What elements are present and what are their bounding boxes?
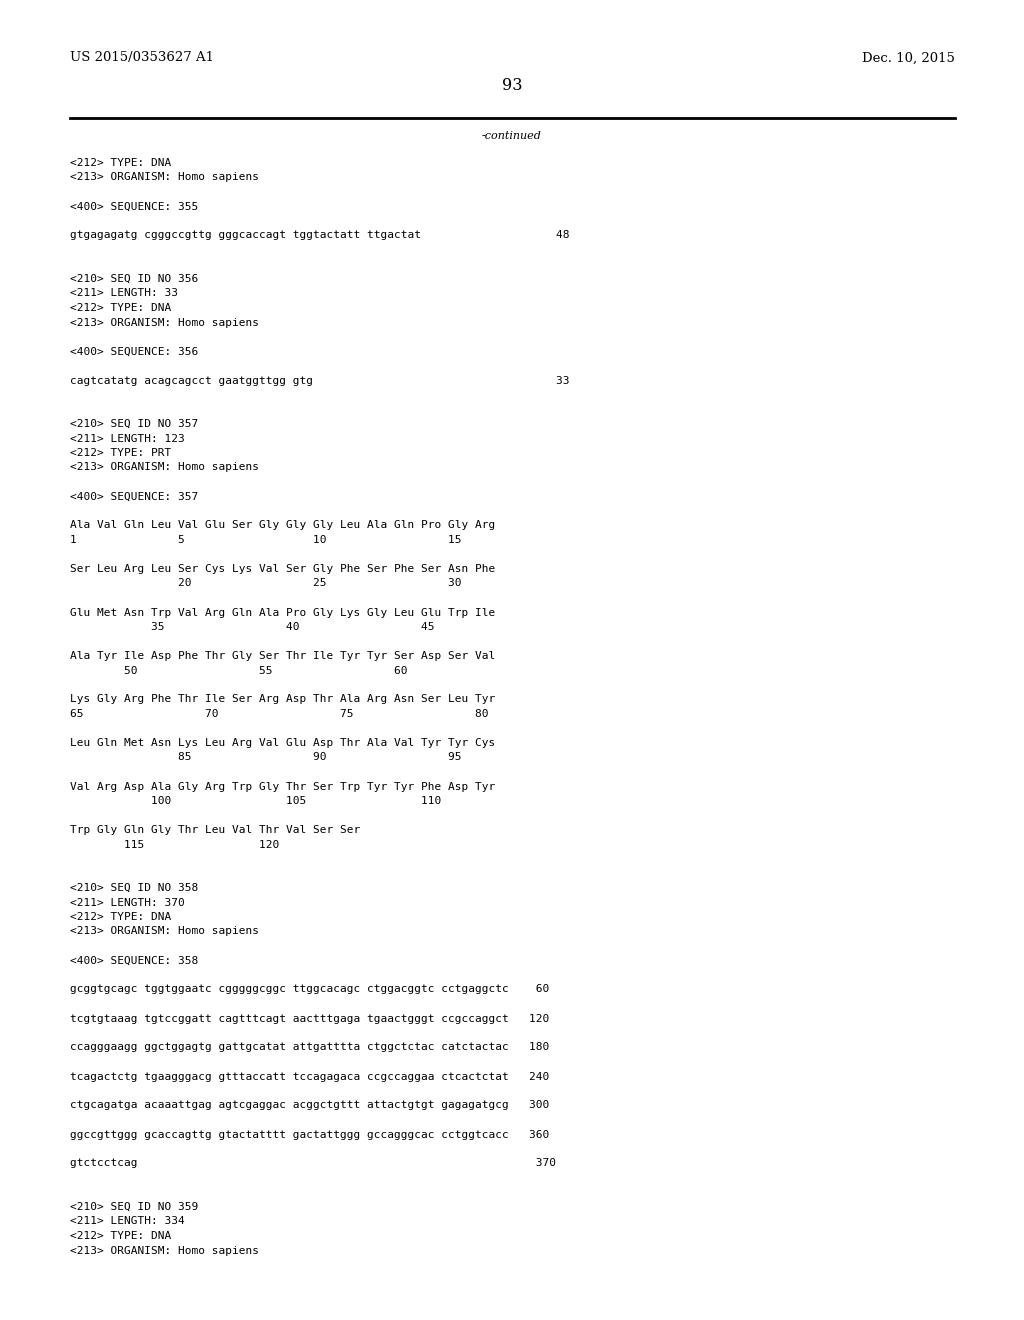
Text: <400> SEQUENCE: 356: <400> SEQUENCE: 356 xyxy=(70,346,199,356)
Text: 65                  70                  75                  80: 65 70 75 80 xyxy=(70,709,488,719)
Text: ccagggaagg ggctggagtg gattgcatat attgatttta ctggctctac catctactac   180: ccagggaagg ggctggagtg gattgcatat attgatt… xyxy=(70,1043,549,1052)
Text: <212> TYPE: DNA: <212> TYPE: DNA xyxy=(70,304,171,313)
Text: 93: 93 xyxy=(502,77,522,94)
Text: <213> ORGANISM: Homo sapiens: <213> ORGANISM: Homo sapiens xyxy=(70,462,259,473)
Text: 20                  25                  30: 20 25 30 xyxy=(70,578,462,589)
Text: -continued: -continued xyxy=(482,131,542,141)
Text: <210> SEQ ID NO 358: <210> SEQ ID NO 358 xyxy=(70,883,199,894)
Text: <213> ORGANISM: Homo sapiens: <213> ORGANISM: Homo sapiens xyxy=(70,927,259,936)
Text: <210> SEQ ID NO 357: <210> SEQ ID NO 357 xyxy=(70,418,199,429)
Text: Leu Gln Met Asn Lys Leu Arg Val Glu Asp Thr Ala Val Tyr Tyr Cys: Leu Gln Met Asn Lys Leu Arg Val Glu Asp … xyxy=(70,738,496,748)
Text: Ala Val Gln Leu Val Glu Ser Gly Gly Gly Leu Ala Gln Pro Gly Arg: Ala Val Gln Leu Val Glu Ser Gly Gly Gly … xyxy=(70,520,496,531)
Text: Dec. 10, 2015: Dec. 10, 2015 xyxy=(862,51,955,65)
Text: Trp Gly Gln Gly Thr Leu Val Thr Val Ser Ser: Trp Gly Gln Gly Thr Leu Val Thr Val Ser … xyxy=(70,825,360,836)
Text: gtctcctcag                                                           370: gtctcctcag 370 xyxy=(70,1159,556,1168)
Text: Val Arg Asp Ala Gly Arg Trp Gly Thr Ser Trp Tyr Tyr Phe Asp Tyr: Val Arg Asp Ala Gly Arg Trp Gly Thr Ser … xyxy=(70,781,496,792)
Text: Lys Gly Arg Phe Thr Ile Ser Arg Asp Thr Ala Arg Asn Ser Leu Tyr: Lys Gly Arg Phe Thr Ile Ser Arg Asp Thr … xyxy=(70,694,496,705)
Text: <211> LENGTH: 33: <211> LENGTH: 33 xyxy=(70,289,178,298)
Text: 100                 105                 110: 100 105 110 xyxy=(70,796,441,807)
Text: US 2015/0353627 A1: US 2015/0353627 A1 xyxy=(70,51,214,65)
Text: tcgtgtaaag tgtccggatt cagtttcagt aactttgaga tgaactgggt ccgccaggct   120: tcgtgtaaag tgtccggatt cagtttcagt aactttg… xyxy=(70,1014,549,1023)
Text: 115                 120: 115 120 xyxy=(70,840,280,850)
Text: ggccgttggg gcaccagttg gtactatttt gactattggg gccagggcac cctggtcacc   360: ggccgttggg gcaccagttg gtactatttt gactatt… xyxy=(70,1130,549,1139)
Text: gcggtgcagc tggtggaatc cgggggcggc ttggcacagc ctggacggtc cctgaggctc    60: gcggtgcagc tggtggaatc cgggggcggc ttggcac… xyxy=(70,985,549,994)
Text: 1               5                   10                  15: 1 5 10 15 xyxy=(70,535,462,545)
Text: 50                  55                  60: 50 55 60 xyxy=(70,665,408,676)
Text: <210> SEQ ID NO 359: <210> SEQ ID NO 359 xyxy=(70,1203,199,1212)
Text: ctgcagatga acaaattgag agtcgaggac acggctgttt attactgtgt gagagatgcg   300: ctgcagatga acaaattgag agtcgaggac acggctg… xyxy=(70,1101,549,1110)
Text: <400> SEQUENCE: 358: <400> SEQUENCE: 358 xyxy=(70,956,199,965)
Text: <212> TYPE: DNA: <212> TYPE: DNA xyxy=(70,1232,171,1241)
Text: <400> SEQUENCE: 355: <400> SEQUENCE: 355 xyxy=(70,202,199,211)
Text: <213> ORGANISM: Homo sapiens: <213> ORGANISM: Homo sapiens xyxy=(70,1246,259,1255)
Text: <400> SEQUENCE: 357: <400> SEQUENCE: 357 xyxy=(70,491,199,502)
Text: <211> LENGTH: 334: <211> LENGTH: 334 xyxy=(70,1217,184,1226)
Text: <212> TYPE: DNA: <212> TYPE: DNA xyxy=(70,912,171,921)
Text: <212> TYPE: PRT: <212> TYPE: PRT xyxy=(70,447,171,458)
Text: <211> LENGTH: 370: <211> LENGTH: 370 xyxy=(70,898,184,908)
Text: Ala Tyr Ile Asp Phe Thr Gly Ser Thr Ile Tyr Tyr Ser Asp Ser Val: Ala Tyr Ile Asp Phe Thr Gly Ser Thr Ile … xyxy=(70,651,496,661)
Text: 35                  40                  45: 35 40 45 xyxy=(70,622,434,632)
Text: Ser Leu Arg Leu Ser Cys Lys Val Ser Gly Phe Ser Phe Ser Asn Phe: Ser Leu Arg Leu Ser Cys Lys Val Ser Gly … xyxy=(70,564,496,574)
Text: <213> ORGANISM: Homo sapiens: <213> ORGANISM: Homo sapiens xyxy=(70,173,259,182)
Text: <210> SEQ ID NO 356: <210> SEQ ID NO 356 xyxy=(70,275,199,284)
Text: Glu Met Asn Trp Val Arg Gln Ala Pro Gly Lys Gly Leu Glu Trp Ile: Glu Met Asn Trp Val Arg Gln Ala Pro Gly … xyxy=(70,607,496,618)
Text: cagtcatatg acagcagcct gaatggttgg gtg                                    33: cagtcatatg acagcagcct gaatggttgg gtg 33 xyxy=(70,375,569,385)
Text: <211> LENGTH: 123: <211> LENGTH: 123 xyxy=(70,433,184,444)
Text: <213> ORGANISM: Homo sapiens: <213> ORGANISM: Homo sapiens xyxy=(70,318,259,327)
Text: tcagactctg tgaagggacg gtttaccatt tccagagaca ccgccaggaa ctcactctat   240: tcagactctg tgaagggacg gtttaccatt tccagag… xyxy=(70,1072,549,1081)
Text: gtgagagatg cgggccgttg gggcaccagt tggtactatt ttgactat                    48: gtgagagatg cgggccgttg gggcaccagt tggtact… xyxy=(70,231,569,240)
Text: <212> TYPE: DNA: <212> TYPE: DNA xyxy=(70,158,171,168)
Text: 85                  90                  95: 85 90 95 xyxy=(70,752,462,763)
